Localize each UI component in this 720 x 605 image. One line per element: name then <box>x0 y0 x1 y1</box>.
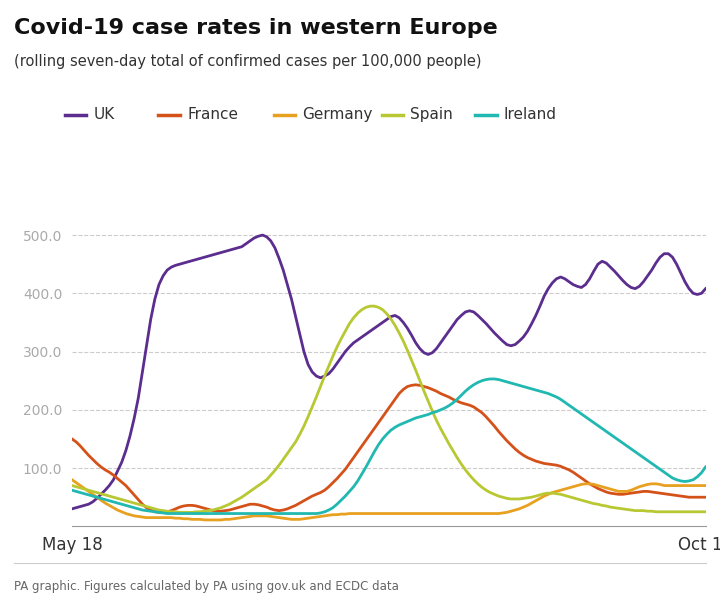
Text: (rolling seven-day total of confirmed cases per 100,000 people): (rolling seven-day total of confirmed ca… <box>14 54 482 70</box>
Text: UK: UK <box>94 108 115 122</box>
Text: PA graphic. Figures calculated by PA using gov.uk and ECDC data: PA graphic. Figures calculated by PA usi… <box>14 580 400 593</box>
Text: Germany: Germany <box>302 108 373 122</box>
Text: Spain: Spain <box>410 108 453 122</box>
Text: Ireland: Ireland <box>504 108 557 122</box>
Text: France: France <box>187 108 238 122</box>
Text: Covid-19 case rates in western Europe: Covid-19 case rates in western Europe <box>14 18 498 38</box>
